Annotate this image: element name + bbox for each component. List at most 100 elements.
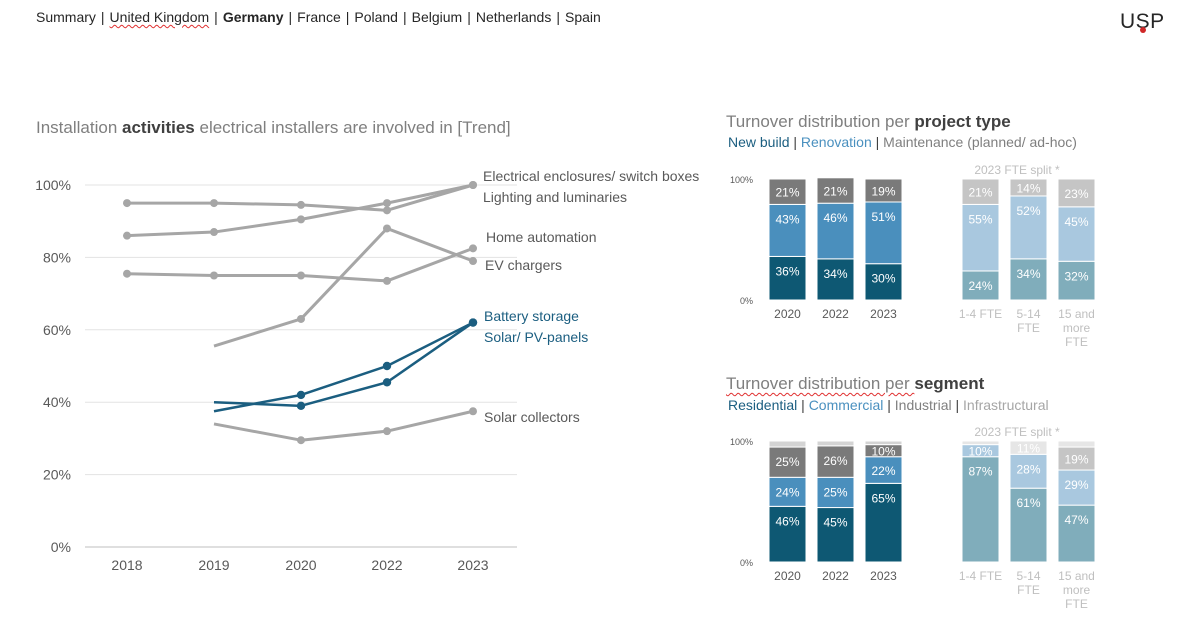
nav-separator: | [556,9,560,25]
nav-item-poland[interactable]: Poland [354,9,398,25]
bar-value-label: 19% [871,184,895,198]
x-category-label: 1-4 FTE [959,307,1002,321]
bar-segment [961,456,1000,563]
nav-item-united-kingdom[interactable]: United Kingdom [109,9,210,25]
bar-segment [768,255,807,301]
x-category-label: FTE [1017,321,1040,335]
series-line [213,409,474,442]
x-category-label: FTE [1065,335,1088,349]
bar-segment [864,440,903,446]
bar-segment [864,482,903,563]
x-category-label: 5-14 [1016,307,1040,321]
x-tick-label: 2020 [285,557,316,573]
line-chart-title-post: electrical installers are involved in [T… [194,118,511,137]
data-point [383,427,391,436]
bar-value-label: 21% [968,186,992,200]
project-title-bold: project type [914,112,1011,131]
bar-segment [816,476,855,509]
x-category-label: FTE [1017,583,1040,597]
bar-segment [1009,440,1048,455]
segment-title: Turnover distribution per segment [726,374,984,394]
series-label: Solar collectors [484,409,580,425]
data-point [297,271,305,280]
nav-item-spain[interactable]: Spain [564,9,601,25]
nav-item-belgium[interactable]: Belgium [411,9,463,25]
legend-separator: | [797,397,809,413]
legend-renovation: Renovation [800,134,872,150]
y-tick-label: 100% [35,177,71,193]
bar-segment [864,263,903,301]
bar-value-label: 29% [1064,478,1088,492]
data-point [383,199,391,208]
bar-segment [1057,440,1096,448]
bar-segment [816,202,855,260]
series-label: Battery storage [484,308,579,324]
bar-segment [864,201,903,265]
fte-split-label: 2023 FTE split * [974,425,1060,439]
data-point [468,318,478,327]
data-point [297,436,305,445]
usp-logo: USP [1120,10,1165,34]
legend-commercial: Commercial [808,397,884,413]
series-label: Solar/ PV-panels [484,329,588,345]
bar-segment [1057,206,1096,262]
data-point [210,228,218,237]
data-point [469,244,477,253]
data-point [297,215,305,224]
nav-separator: | [214,9,218,25]
legend-infrastructural: Infrastructural [963,397,1049,413]
data-point [469,407,477,416]
y-tick-label: 40% [43,394,71,410]
bar-value-label: 28% [1016,462,1040,476]
bar-value-label: 25% [775,455,799,469]
bar-value-label: 24% [968,279,992,293]
legend-separator: | [871,134,884,150]
data-point [297,314,305,323]
line-chart-title-bold: activities [122,118,195,137]
nav-item-france[interactable]: France [297,9,341,25]
data-point [296,390,306,400]
line-chart-title: Installation activities electrical insta… [36,118,511,138]
bar-value-label: 34% [823,267,847,281]
bar-segment [1057,260,1096,301]
bar-value-label: 61% [1016,496,1040,510]
fte-split-label: 2023 FTE split * [974,163,1060,177]
data-point [123,231,131,240]
bar-value-label: 47% [1064,513,1088,527]
country-nav: Summary | United Kingdom | Germany | France | Po… [36,9,601,25]
bar-segment [961,440,1000,446]
bar-segment [768,446,807,478]
bar-value-label: 22% [871,464,895,478]
bar-segment [961,203,1000,272]
bar-value-label: 46% [775,514,799,528]
bar-segment [864,178,903,203]
nav-separator: | [467,9,471,25]
x-tick-label: 2018 [111,557,142,573]
nav-item-summary[interactable]: Summary [36,9,96,25]
data-point [382,361,392,371]
x-category-label: FTE [1065,597,1088,611]
legend-separator: | [951,397,964,413]
bar-value-label: 32% [1064,269,1088,283]
bar-value-label: 24% [775,485,799,499]
bar-value-label: 43% [775,212,799,226]
series-line [213,226,474,348]
series-label: Lighting and luminaries [483,189,627,205]
bar-value-label: 11% [1017,442,1040,456]
x-category-label: 15 and [1058,569,1095,583]
bar-value-label: 10% [871,445,895,459]
nav-item-germany[interactable]: Germany [222,9,284,25]
y-tick-label: 100% [730,437,753,447]
nav-item-netherlands[interactable]: Netherlands [475,9,552,25]
x-category-label: 15 and [1058,307,1095,321]
bar-segment [816,258,855,301]
bar-value-label: 87% [968,465,992,479]
y-tick-label: 100% [730,175,753,185]
legend-maintenance-planned-ad-hoc: Maintenance (planned/ ad-hoc) [883,134,1077,150]
bar-segment [816,445,855,478]
bar-value-label: 14% [1016,181,1040,195]
legend-residential: Residential [728,397,798,413]
data-point [123,269,131,278]
series-line [213,321,474,413]
